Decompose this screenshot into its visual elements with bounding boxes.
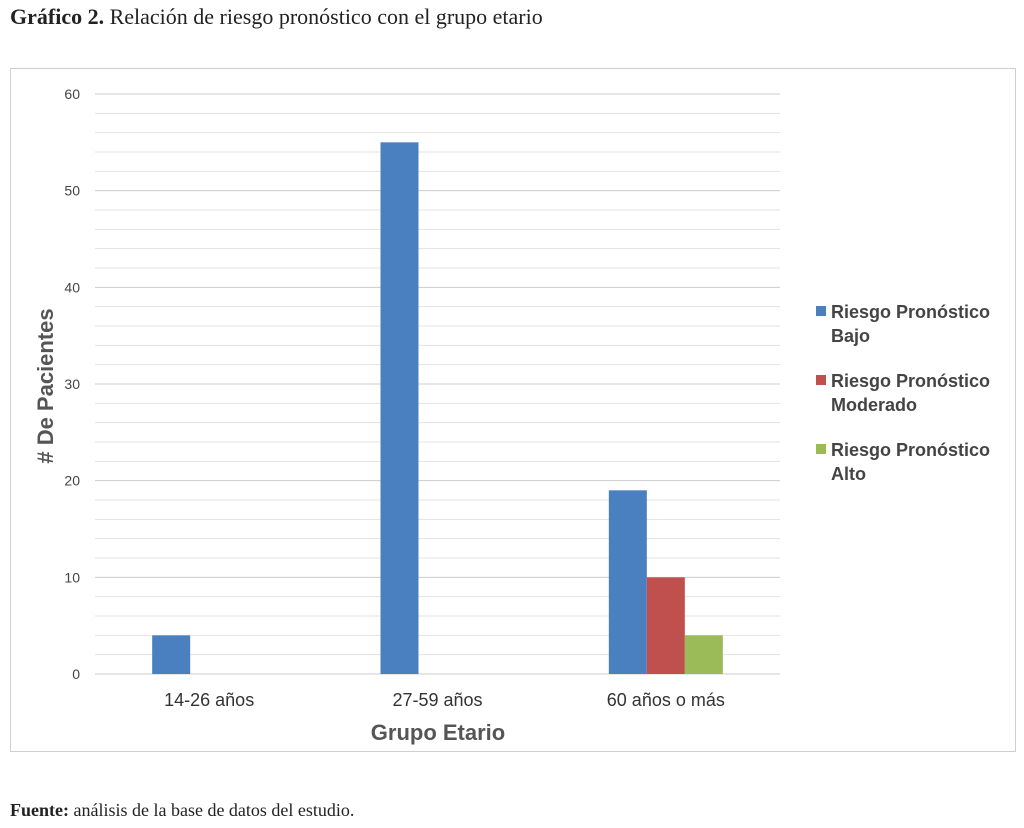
chart-legend: Riesgo Pronóstico Bajo Riesgo Pronóstico …	[816, 300, 1016, 507]
bar	[646, 577, 685, 674]
y-tick-label: 50	[64, 183, 80, 199]
y-tick-label: 30	[64, 376, 80, 392]
x-tick-label: 60 años o más	[607, 690, 725, 710]
legend-swatch	[816, 306, 826, 316]
y-axis-title: # De Pacientes	[33, 308, 58, 463]
footer-label: Fuente:	[10, 800, 69, 820]
bar	[152, 635, 191, 674]
footer-text: análisis de la base de datos del estudio…	[68, 800, 355, 820]
legend-label: Riesgo Pronóstico Bajo	[831, 302, 991, 346]
y-tick-labels: 0 10 20 30 40 50 60	[64, 86, 80, 682]
chart-frame	[10, 68, 1016, 752]
bar	[380, 142, 419, 675]
y-tick-label: 0	[72, 666, 80, 682]
bar	[684, 635, 723, 674]
bars	[152, 142, 723, 675]
y-tick-label: 60	[64, 86, 80, 102]
y-tick-label: 10	[64, 569, 80, 585]
legend-item: Riesgo Pronóstico Moderado	[816, 369, 1016, 417]
legend-label: Riesgo Pronóstico Moderado	[831, 371, 991, 415]
x-tick-label: 27-59 años	[392, 690, 482, 710]
legend-item: Riesgo Pronóstico Bajo	[816, 300, 1016, 348]
source-note: Fuente: análisis de la base de datos del…	[10, 800, 354, 821]
legend-item: Riesgo Pronóstico Alto	[816, 438, 1016, 486]
legend-label: Riesgo Pronóstico Alto	[831, 440, 991, 484]
y-tick-label: 20	[64, 473, 80, 489]
y-tick-label: 40	[64, 279, 80, 295]
x-tick-labels: 14-26 años 27-59 años 60 años o más	[164, 690, 725, 710]
caption-text: Relación de riesgo pronóstico con el gru…	[104, 4, 543, 29]
bar	[608, 490, 647, 674]
legend-swatch	[816, 375, 826, 385]
x-tick-label: 14-26 años	[164, 690, 254, 710]
legend-swatch	[816, 444, 826, 454]
caption-label: Gráfico 2.	[10, 4, 105, 29]
figure-caption: Gráfico 2. Relación de riesgo pronóstico…	[10, 4, 543, 30]
x-axis-title: Grupo Etario	[371, 720, 505, 745]
